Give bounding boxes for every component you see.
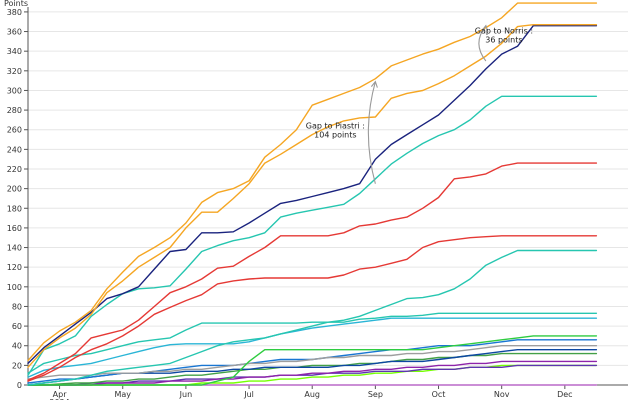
y-tick-label: 20 (12, 361, 22, 370)
gap-piastri-arrow (367, 81, 376, 184)
x-tick-label: Jul (243, 390, 254, 399)
x-tick-label: Dec (557, 390, 572, 399)
y-tick-label: 220 (7, 165, 22, 174)
y-tick-label: 80 (12, 302, 22, 311)
y-tick-label: 180 (7, 204, 22, 213)
y-tick-label: 320 (7, 67, 22, 76)
gap-norris-label: 36 points (485, 35, 522, 44)
series-line: Driver I (27, 317, 598, 378)
y-tick-label: 140 (7, 244, 22, 253)
gap-piastri-arrowhead (370, 80, 378, 88)
y-tick-label: 260 (7, 126, 22, 135)
series-line: Driver J (27, 335, 598, 386)
y-tick-label: 160 (7, 224, 22, 233)
y-tick-label: 340 (7, 47, 22, 56)
y-tick-label: 40 (12, 342, 22, 351)
series-line: Driver G (27, 249, 598, 386)
y-tick-label: 120 (7, 263, 22, 272)
x-tick-label: Aug (304, 390, 320, 399)
gap-norris-arrowhead (481, 24, 489, 32)
y-tick-label: 360 (7, 28, 22, 37)
gap-piastri-label: Gap to Piastri : (306, 122, 365, 131)
grid (28, 11, 628, 386)
y-tick-label: 0 (17, 381, 22, 390)
series-line: Driver N (27, 352, 598, 386)
x-tick-label: Sep (368, 390, 383, 399)
y-tick-label: 240 (7, 145, 22, 154)
series-line: Driver C (27, 25, 598, 365)
series-line: Driver A (27, 2, 598, 362)
x-tick-label: Nov (494, 390, 510, 399)
y-tick-label: 280 (7, 106, 22, 115)
series-line: Driver F (27, 235, 598, 382)
y-tick-label: 380 (7, 8, 22, 17)
y-tick-label: 200 (7, 185, 22, 194)
series-line: Driver P (27, 364, 598, 386)
x-tick-label: Jun (179, 390, 193, 399)
annotations: Gap to Piastri :104 points Gap to Norris … (306, 24, 533, 184)
series-line: Driver B (27, 24, 598, 368)
gap-norris-label: Gap to Norris : (475, 26, 533, 35)
x-tick-label: Apr (53, 390, 68, 399)
series-line: Driver H (27, 312, 598, 374)
series-line: Driver E (27, 162, 598, 381)
series-lines: Driver RDriver QDriver PDriver ODriver N… (27, 2, 598, 386)
y-axis-title: Points (4, 0, 28, 8)
y-tick-label: 60 (12, 322, 22, 331)
series-line: Driver M (27, 349, 598, 386)
series-line: Driver K (27, 345, 598, 380)
x-tick-label: Oct (432, 390, 446, 399)
y-tick-label: 300 (7, 86, 22, 95)
gap-piastri-label: 104 points (314, 131, 356, 140)
x-tick-label: May (114, 390, 131, 399)
y-tick-label: 100 (7, 283, 22, 292)
series-line: Driver O (27, 360, 598, 386)
